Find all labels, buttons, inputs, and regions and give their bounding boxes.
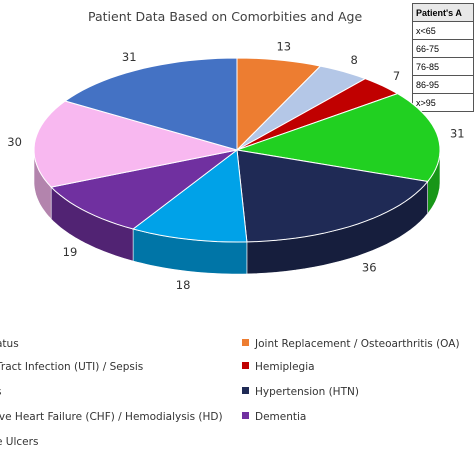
legend-item: e Ulcers	[0, 436, 39, 448]
age-table: Patient's A x<65 66-75 76-85 86-95 x>95	[412, 3, 474, 112]
data-label: 31	[122, 50, 137, 64]
pie-slice	[50, 149, 238, 230]
legend-swatch	[242, 339, 249, 346]
pie-slice	[64, 57, 238, 151]
chart-title: Patient Data Based on Comorbities and Ag…	[88, 9, 363, 24]
legend-item: atus	[0, 338, 19, 350]
legend-swatch	[242, 362, 249, 369]
data-label: 30	[7, 135, 22, 149]
pie-slice	[33, 100, 238, 188]
legend-item: Joint Replacement / Osteoarthritis (OA)	[242, 338, 460, 350]
pie-slice	[236, 78, 399, 151]
legend-item: Hypertension (HTN)	[242, 386, 359, 398]
legend-item: Hemiplegia	[242, 361, 315, 373]
data-label: 13	[276, 39, 291, 53]
data-label: 31	[450, 127, 465, 141]
data-label: 36	[362, 260, 377, 274]
pie-slice	[236, 65, 367, 151]
age-table-row: x>95	[412, 93, 474, 112]
legend-item: s	[0, 386, 1, 398]
data-label: 19	[63, 245, 78, 259]
pie-slice	[131, 149, 248, 243]
legend-item: ive Heart Failure (CHF) / Hemodialysis (…	[0, 411, 223, 423]
legend-item: Dementia	[242, 411, 306, 423]
legend: atus Tract Infection (UTI) / Sepsis s iv…	[0, 330, 474, 474]
pie-slice	[236, 93, 441, 183]
pie-slice	[236, 57, 322, 152]
pie-slice	[236, 149, 429, 243]
legend-item: Tract Infection (UTI) / Sepsis	[0, 361, 144, 373]
pie-chart: 13 8 7 31 36 18 19 30 31	[7, 39, 465, 292]
legend-swatch	[242, 387, 249, 394]
age-table-header: Patient's A	[412, 3, 474, 22]
legend-swatch	[242, 412, 249, 419]
data-label: 18	[176, 278, 191, 292]
data-label: 8	[351, 53, 358, 67]
data-label: 7	[393, 69, 400, 83]
